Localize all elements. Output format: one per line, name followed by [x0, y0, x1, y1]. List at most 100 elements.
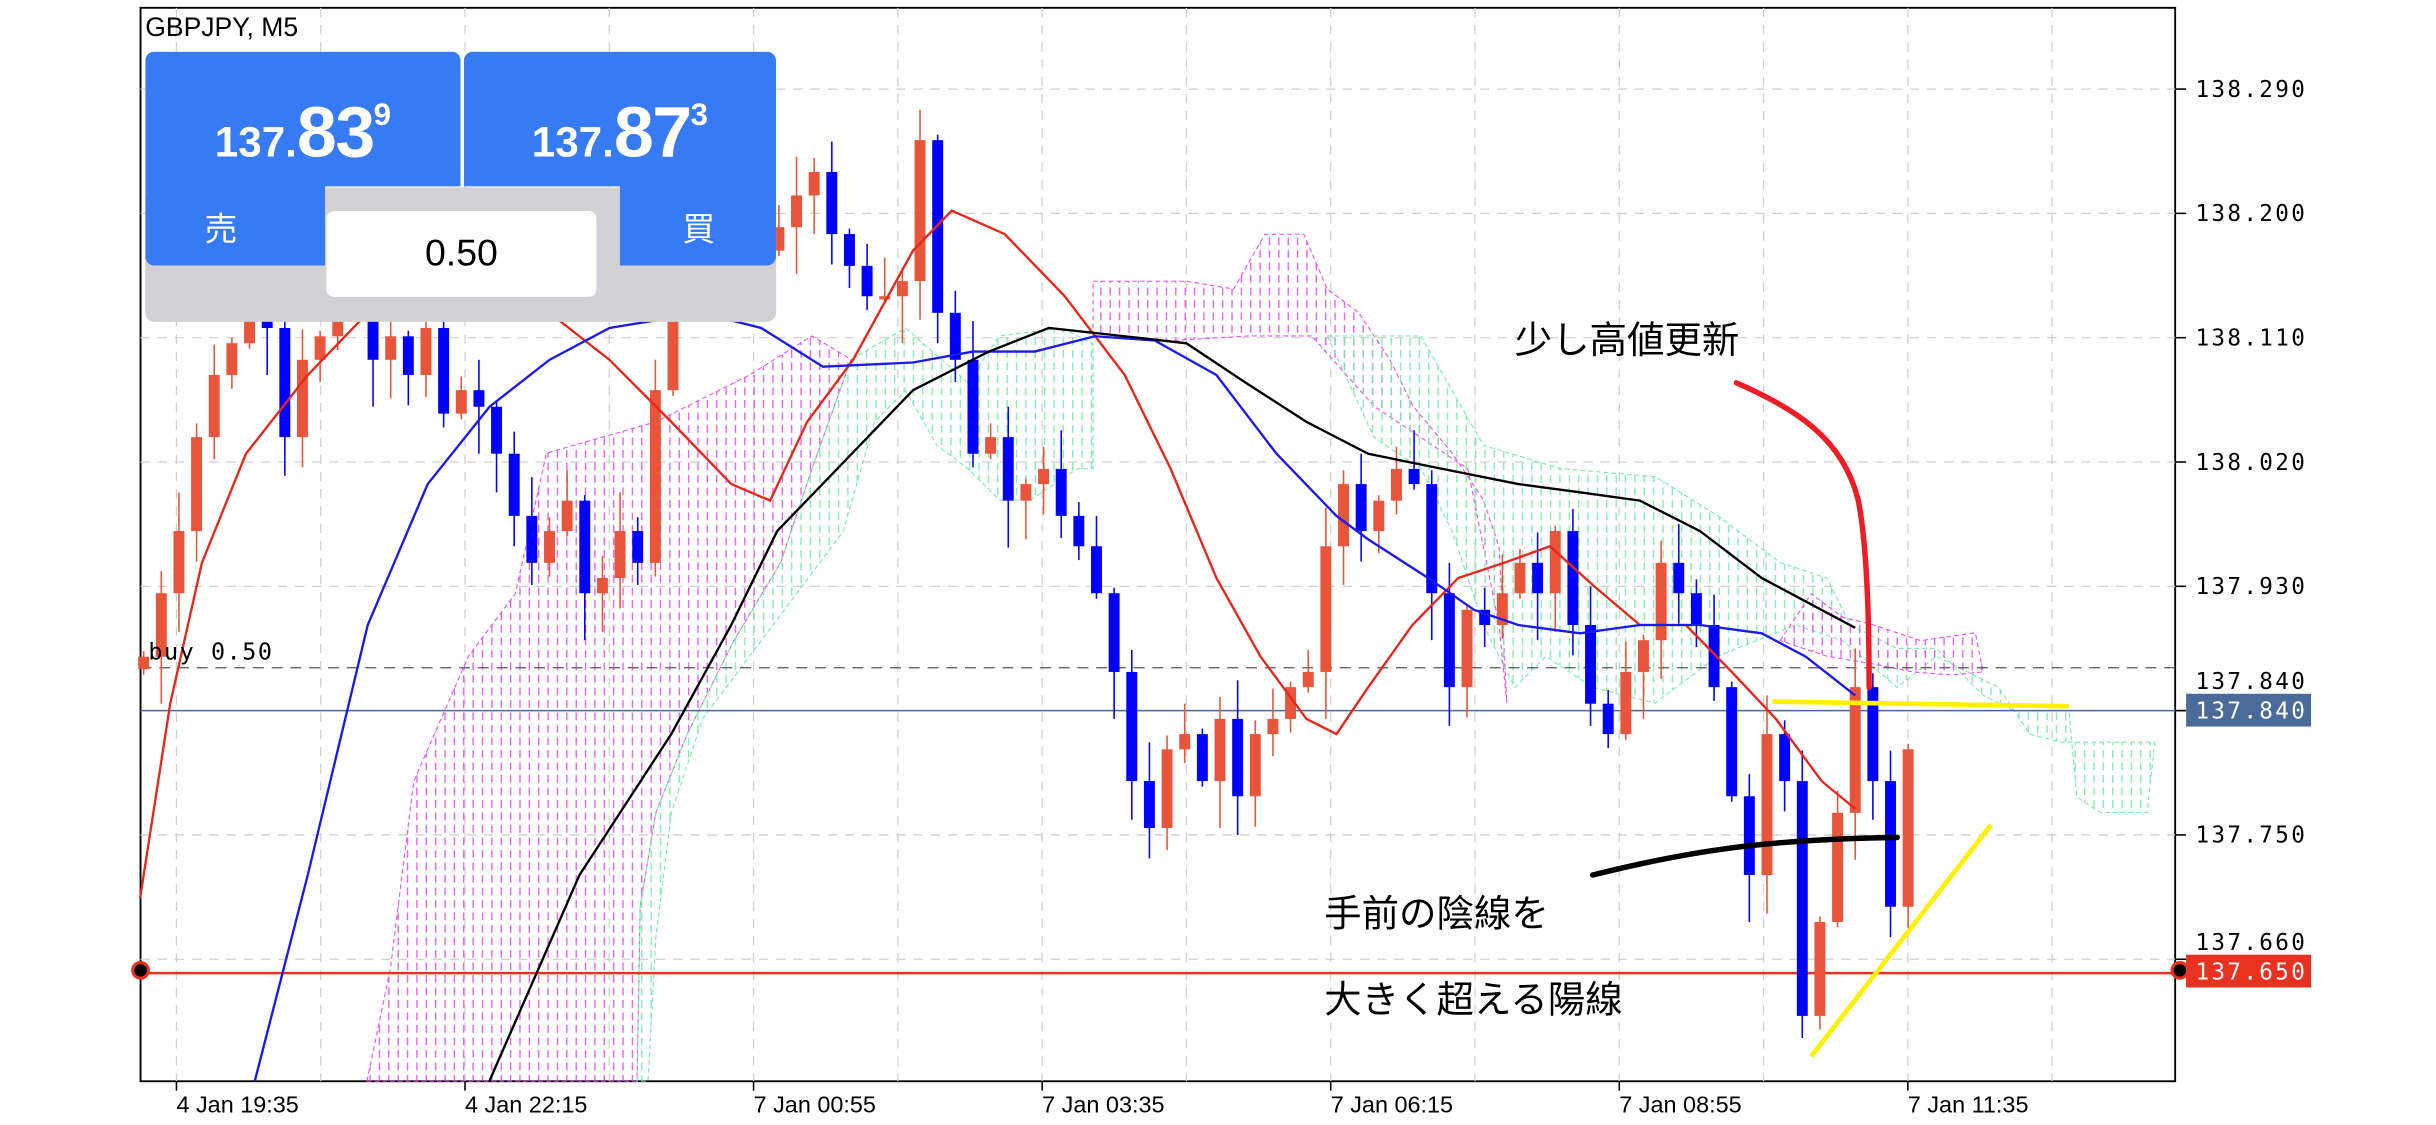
- buy-price: 137.873: [531, 90, 709, 172]
- candle: [985, 423, 997, 460]
- y-tick-label: 138.110: [2195, 325, 2307, 351]
- annotation-yellow-resistance-line: [1772, 699, 2070, 709]
- candle: [1585, 586, 1597, 726]
- candle: [561, 470, 573, 537]
- x-tick-label: 7 Jan 06:15: [1331, 1091, 1453, 1117]
- candle: [279, 314, 291, 476]
- candle: [1885, 750, 1896, 938]
- candle: [1496, 554, 1508, 639]
- alert-line-handle-right[interactable]: [2170, 960, 2190, 980]
- candle: [1549, 525, 1561, 632]
- candle: [191, 423, 203, 562]
- candle: [826, 141, 838, 265]
- annotation-text-line1: 手前の陰線を: [1324, 892, 1549, 936]
- candle: [1796, 750, 1808, 1038]
- candle: [1249, 720, 1261, 827]
- annotation-black-line: [1589, 834, 1900, 878]
- candle: [1638, 634, 1649, 719]
- candle-body: [420, 328, 432, 375]
- time-axis[interactable]: 4 Jan 19:35 4 Jan 22:15 7 Jan 00:55 7 Jan 0…: [175, 1081, 2028, 1118]
- ma-mid-line: [253, 311, 1856, 1082]
- candle-body: [967, 359, 979, 454]
- ma-slow-line: [488, 326, 1856, 1082]
- candle: [1761, 695, 1773, 914]
- candle-body: [561, 500, 573, 532]
- candle-body: [1549, 531, 1561, 594]
- candle-body: [1443, 593, 1455, 688]
- candle: [1196, 728, 1208, 787]
- sell-button[interactable]: 137.839 売: [145, 51, 461, 266]
- candle-body: [1708, 624, 1720, 688]
- candle-body: [1638, 640, 1649, 672]
- candle-body: [226, 343, 238, 375]
- candle-body: [1338, 484, 1349, 547]
- candle-body: [949, 312, 961, 360]
- candle: [173, 492, 185, 632]
- candle-body: [861, 265, 873, 297]
- annotation-text-new-high: 少し高値更新: [1515, 318, 1740, 362]
- candle: [1161, 735, 1173, 851]
- candle-body: [1779, 734, 1791, 782]
- candle: [1320, 507, 1332, 719]
- candle-body: [1585, 624, 1597, 704]
- candle-body: [208, 374, 220, 438]
- candle: [402, 330, 414, 406]
- candle-body: [1214, 718, 1226, 782]
- candle-body: [1885, 781, 1896, 907]
- lot-size-input[interactable]: 0.50: [326, 210, 597, 297]
- annotation-yellow-support-line: [1809, 823, 1993, 1058]
- candle-body: [1073, 515, 1085, 547]
- candle: [1020, 478, 1032, 540]
- candle-body: [1320, 546, 1332, 672]
- candle-body: [1867, 687, 1879, 782]
- y-tick-label: 137.930: [2195, 574, 2307, 600]
- candle: [138, 651, 150, 675]
- candle: [1849, 648, 1861, 860]
- candle-body: [508, 453, 520, 516]
- candle-body: [1355, 484, 1367, 532]
- candle-body: [544, 531, 555, 563]
- symbol-timeframe-label: GBPJPY, M5: [145, 12, 299, 43]
- candle-body: [773, 227, 785, 251]
- alert-price-tag: [2186, 954, 2312, 988]
- candle: [932, 134, 944, 344]
- candle: [967, 321, 979, 468]
- candle-body: [1620, 671, 1632, 735]
- alert-price-text: 137.650: [2195, 960, 2307, 986]
- candle-body: [173, 531, 185, 594]
- current-price-tag: [2186, 693, 2312, 727]
- candle: [1091, 515, 1102, 599]
- candle-body: [649, 390, 661, 563]
- candle-body: [332, 312, 344, 337]
- candle-body: [385, 336, 397, 360]
- candle-body: [879, 296, 891, 300]
- candle: [455, 376, 467, 420]
- y-tick-label: 138.290: [2195, 77, 2307, 103]
- candle-body: [1426, 484, 1438, 594]
- candle: [1108, 587, 1120, 719]
- candle: [1302, 649, 1314, 693]
- x-tick-label: 4 Jan 19:35: [176, 1091, 298, 1117]
- x-tick-label: 4 Jan 22:15: [465, 1091, 587, 1117]
- price-axis[interactable]: 138.290 138.200 138.110 138.020 137.930 137.8…: [2175, 77, 2307, 961]
- candle: [1338, 470, 1349, 585]
- candle-body: [491, 406, 503, 454]
- ichimoku-cloud: [366, 233, 2156, 1082]
- candle-body: [473, 390, 485, 407]
- candle-body: [138, 656, 150, 670]
- candle-body: [1814, 921, 1826, 1016]
- alert-line-handle-left[interactable]: [131, 960, 150, 980]
- candle: [632, 517, 644, 585]
- candle: [1902, 743, 1914, 929]
- candle-body: [614, 531, 626, 579]
- candle: [1267, 688, 1279, 757]
- candle-body: [632, 531, 644, 563]
- y-tick-label: 137.660: [2195, 930, 2307, 956]
- candle-body: [826, 171, 838, 235]
- y-tick-label: 137.840: [2195, 669, 2307, 695]
- candle: [791, 156, 802, 275]
- candle: [879, 257, 891, 302]
- candle: [1655, 540, 1667, 679]
- candle-body: [1002, 437, 1014, 501]
